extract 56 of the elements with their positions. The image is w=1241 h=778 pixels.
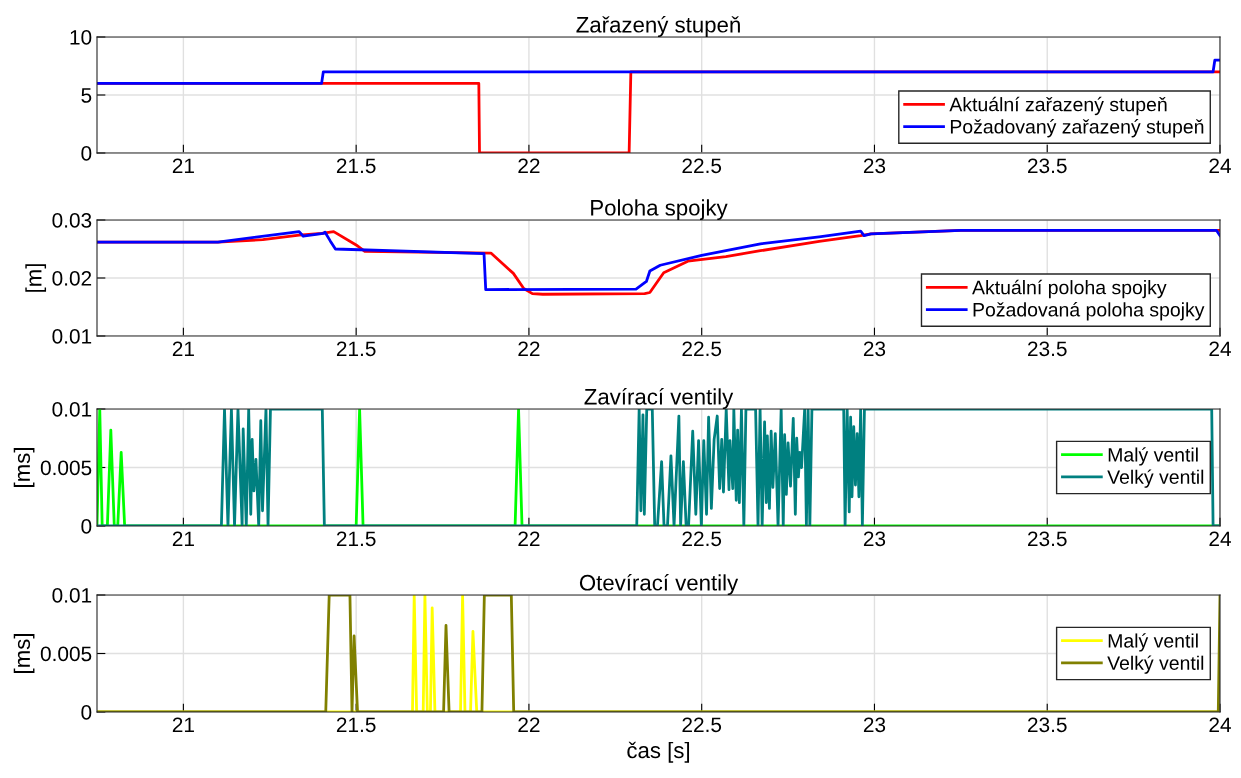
y-axis-title: [ms]: [13, 634, 35, 673]
x-tick-label: 22: [518, 531, 540, 546]
y-tick-label: 0.005: [40, 646, 92, 662]
x-tick-label: 22.5: [682, 158, 722, 174]
chart-title: Zavírací ventily: [584, 388, 734, 409]
x-tick-label: 23: [863, 341, 886, 357]
legend-label: Velký ventil: [1107, 655, 1204, 674]
legend-label: Požadovaná poloha spojky: [973, 302, 1205, 321]
y-tick-label: 0: [81, 146, 92, 161]
x-tick-label: 23.5: [1028, 717, 1067, 733]
x-tick-label: 22: [518, 158, 540, 173]
x-tick-label: 23.5: [1028, 341, 1067, 357]
y-tick-label: 0.01: [52, 329, 92, 344]
x-tick-label: 23: [863, 158, 886, 174]
x-tick-label: 24: [1209, 717, 1231, 732]
y-tick-label: 0: [81, 519, 92, 534]
x-tick-label: 22.5: [682, 531, 722, 547]
x-tick-label: 23.5: [1028, 531, 1067, 547]
x-axis-title: čas [s]: [627, 741, 690, 763]
chart-title: Zařazený stupeň: [576, 16, 740, 37]
x-tick-label: 23.5: [1028, 158, 1067, 174]
x-tick-label: 22.5: [682, 717, 722, 733]
y-tick-label: 10: [70, 30, 92, 45]
y-axis-title: [ms]: [13, 448, 35, 487]
legend-label: Požadovaný zařazený stupeň: [950, 119, 1204, 138]
x-tick-label: 21.5: [336, 531, 376, 547]
x-tick-label: 23: [863, 717, 886, 733]
x-tick-label: 22.5: [682, 341, 722, 357]
x-tick-label: 22: [518, 341, 540, 356]
y-tick-label: 0.03: [52, 213, 92, 228]
x-tick-label: 21: [172, 158, 194, 173]
x-tick-label: 22: [518, 717, 540, 732]
y-tick-label: 0.01: [52, 588, 92, 603]
legend-label: Aktuální zařazený stupeň: [949, 96, 1167, 116]
y-tick-label: 0.01: [52, 402, 92, 417]
x-tick-label: 21: [172, 717, 194, 732]
x-tick-label: 24: [1209, 341, 1231, 356]
y-tick-label: 0: [81, 705, 92, 720]
x-tick-label: 21.5: [336, 341, 376, 357]
legend-label: Malý ventil: [1108, 447, 1198, 466]
legend-label: Velký ventil: [1107, 469, 1204, 488]
x-tick-label: 21.5: [336, 717, 376, 733]
x-tick-label: 24: [1209, 531, 1231, 546]
y-axis-title: [m]: [25, 264, 47, 292]
x-tick-label: 24: [1209, 158, 1231, 173]
y-tick-label: 5: [81, 88, 92, 103]
chart-title: Poloha spojky: [591, 199, 728, 220]
x-tick-label: 21: [172, 341, 194, 356]
y-tick-label: 0.005: [40, 460, 92, 476]
legend-label: Malý ventil: [1108, 633, 1198, 652]
x-tick-label: 21: [172, 531, 194, 546]
x-tick-label: 21.5: [336, 158, 376, 174]
x-tick-label: 23: [863, 531, 886, 547]
legend-label: Aktuální poloha spojky: [972, 279, 1167, 299]
y-tick-label: 0.02: [52, 271, 92, 286]
chart-title: Otevírací ventily: [579, 574, 739, 595]
